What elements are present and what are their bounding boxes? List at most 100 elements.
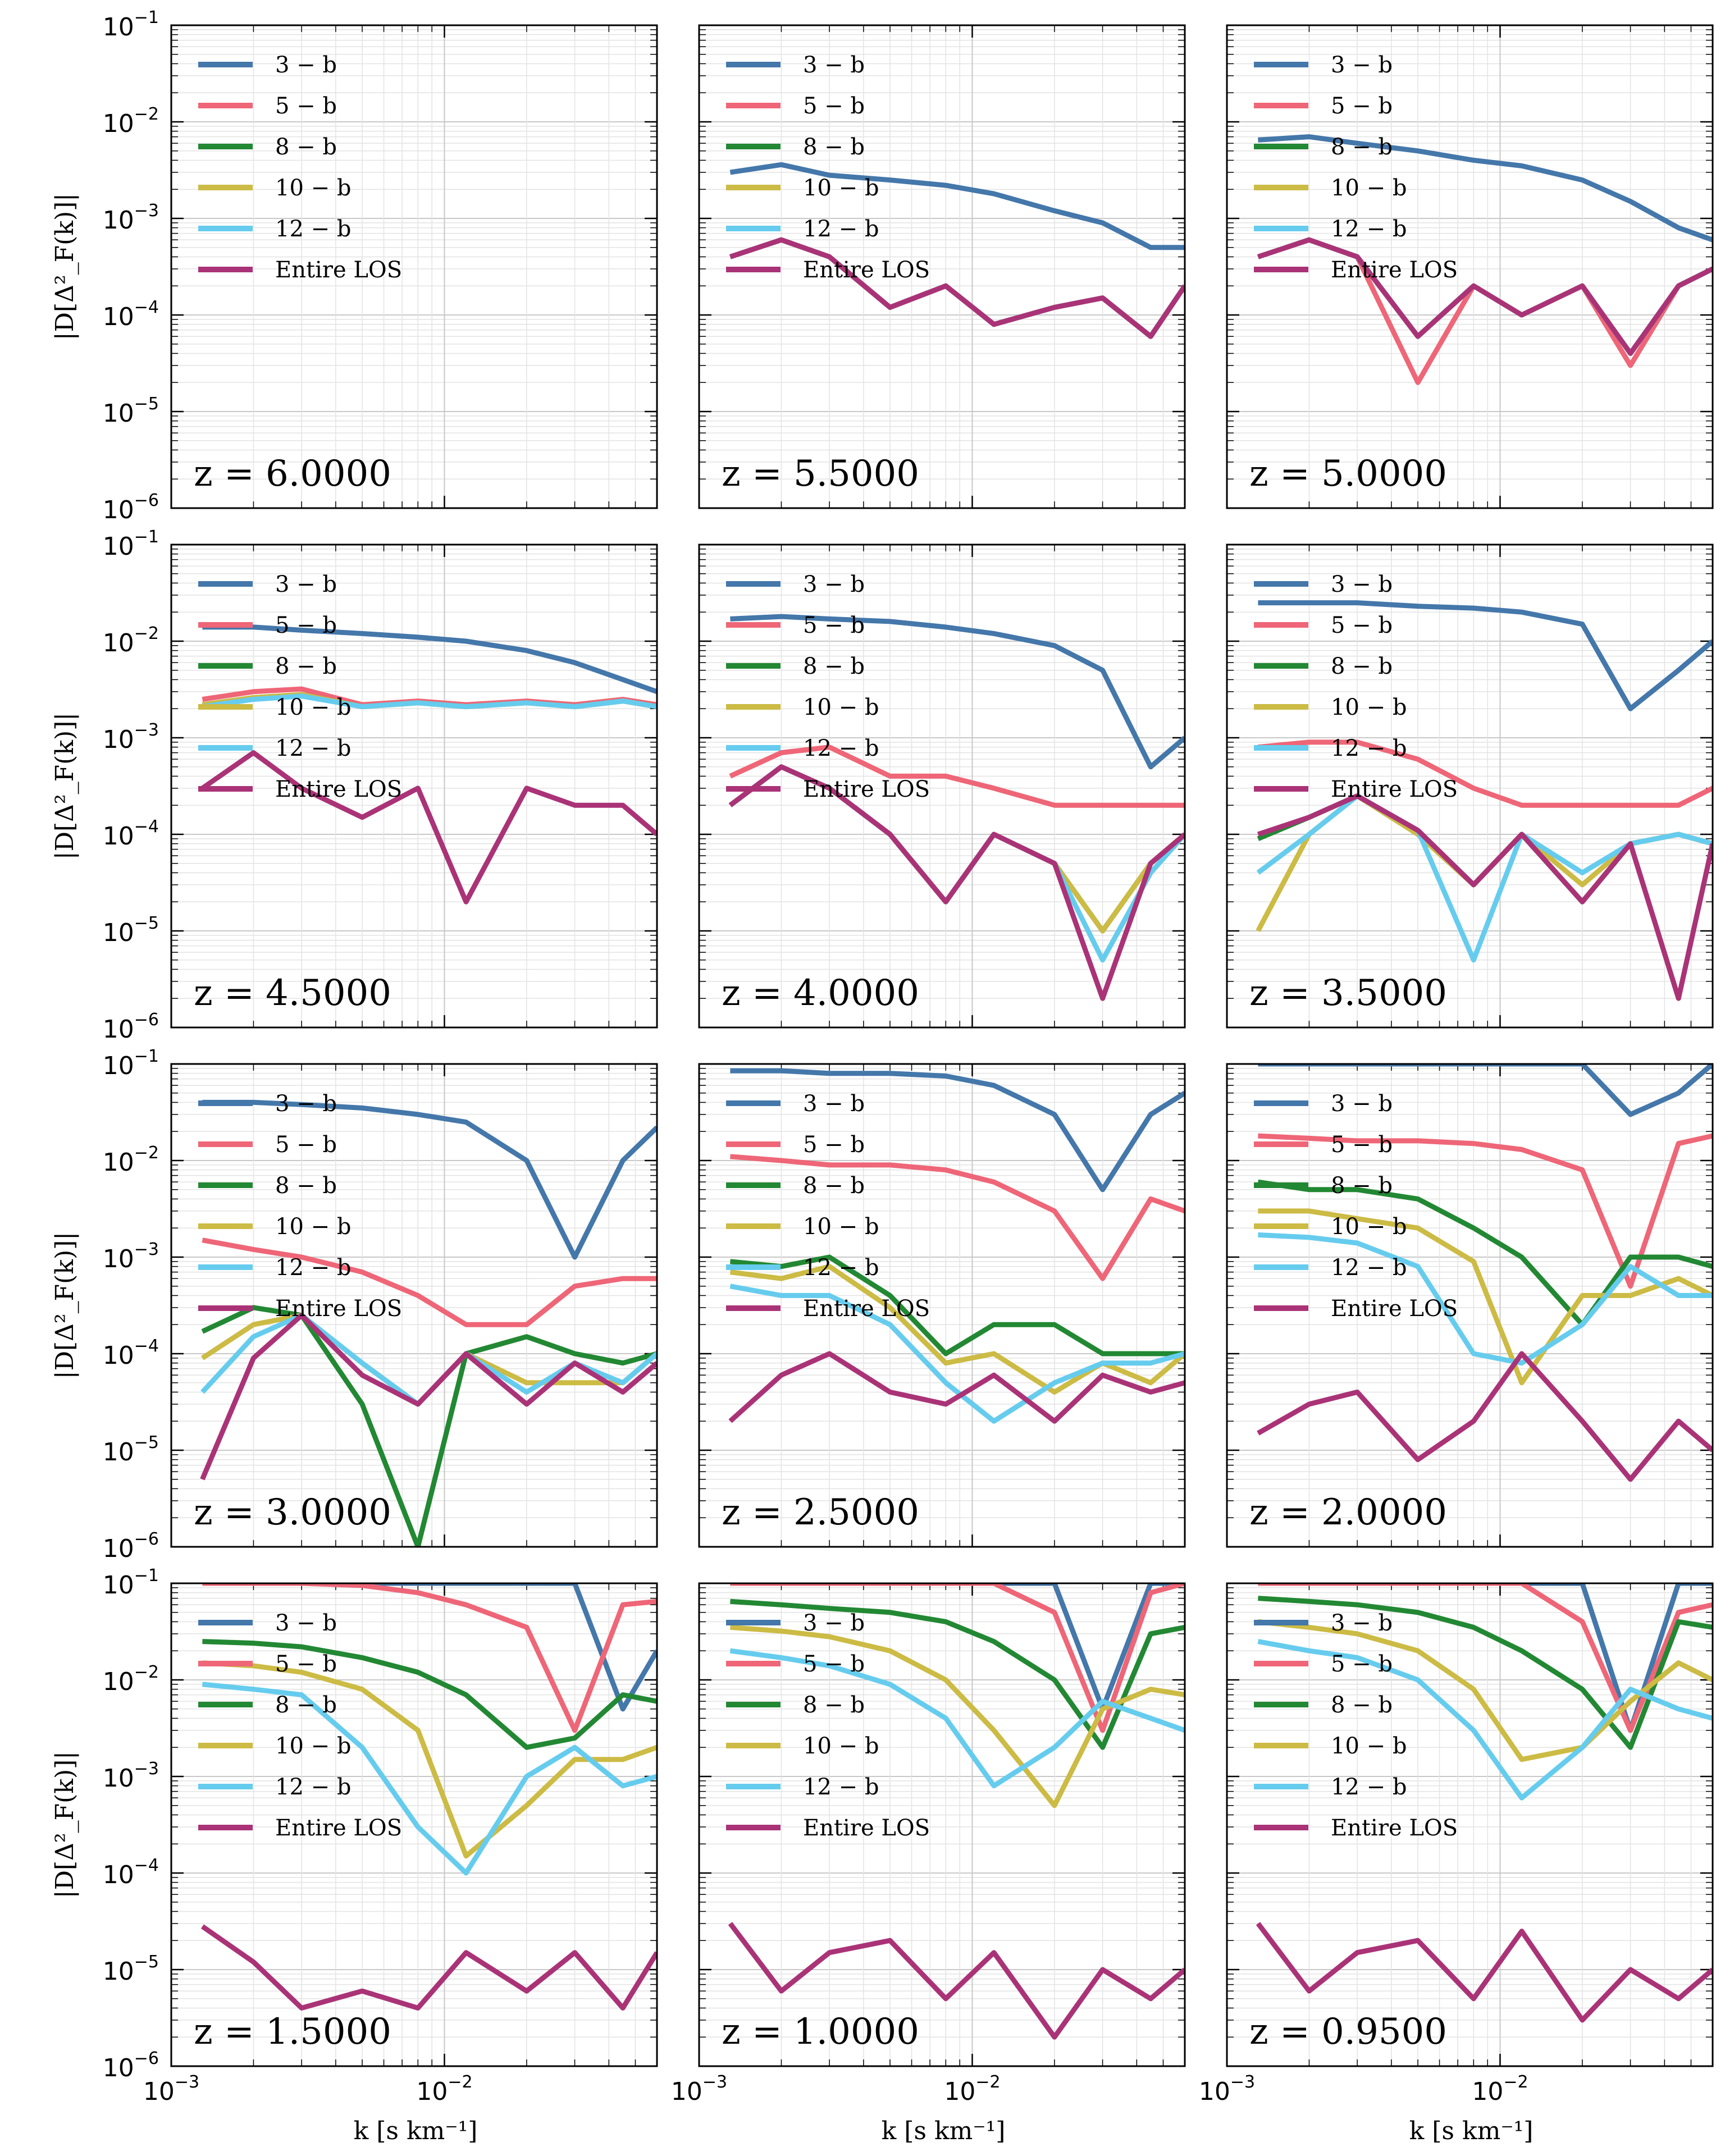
z-label: z = 6.0000 <box>194 453 391 495</box>
panel-z3.5: 3 − b 5 − b 8 − b 10 − b 12 − b Entire LOS z =… <box>1226 543 1714 1029</box>
legend-label: 8 − b <box>275 1692 337 1718</box>
plot-frame <box>1226 24 1714 509</box>
series-line <box>729 162 1185 250</box>
y-tick-label: 10−2 <box>103 1662 159 1696</box>
legend-label: Entire LOS <box>275 776 402 802</box>
legend-label: 12 − b <box>803 1255 879 1281</box>
y-tick-exponent: −3 <box>134 1240 159 1259</box>
plot-frame <box>1226 1582 1714 2067</box>
plot-frame <box>1226 543 1714 1029</box>
panel-z1.5: 3 − b 5 − b 8 − b 10 − b 12 − b Entire LOS z =… <box>51 1566 658 2106</box>
y-tick-label: 10−4 <box>103 298 159 331</box>
y-tick-exponent: −5 <box>134 1952 159 1972</box>
series-line <box>730 1598 1185 1750</box>
y-tick-exponent: −6 <box>134 491 159 510</box>
legend-label: 5 − b <box>275 1651 337 1677</box>
legend-label: 10 − b <box>1331 175 1407 201</box>
y-axis-label: |D[Δ²_F(k)]| <box>51 1232 79 1379</box>
y-tick-label: 10−6 <box>103 1010 159 1044</box>
legend-label: 8 − b <box>1331 1692 1393 1718</box>
series-line <box>729 744 1185 808</box>
legend-label: 12 − b <box>1331 1255 1407 1281</box>
y-tick-label: 10−2 <box>103 1143 159 1177</box>
series-line <box>202 1583 657 1712</box>
series-lines <box>728 1068 1185 1424</box>
series-line <box>200 1924 657 2011</box>
x-tick-label: 10−3 <box>671 2072 727 2106</box>
legend-label: 12 − b <box>1331 736 1407 761</box>
x-tick-label: 10−2 <box>416 2072 472 2106</box>
y-tick-label: 10−5 <box>103 394 159 428</box>
y-tick-label: 10−2 <box>103 624 159 657</box>
series-lines <box>200 624 657 905</box>
series-line <box>1258 1232 1713 1366</box>
series-lines <box>728 614 1185 1001</box>
series-line <box>729 1254 1185 1356</box>
legend-label: Entire LOS <box>803 776 930 802</box>
series-line <box>201 1305 657 1547</box>
legend: 3 − b 5 − b 8 − b 10 − b 12 − b Entire LOS <box>1254 572 1458 802</box>
y-tick-label: 10−1 <box>103 1566 159 1600</box>
series-line <box>729 237 1185 339</box>
series-line <box>1257 793 1713 1001</box>
y-tick-label: 10−2 <box>103 104 159 138</box>
legend: 3 − b 5 − b 8 − b 10 − b 12 − b Entire LOS <box>198 52 402 283</box>
grid <box>1226 545 1713 1029</box>
x-tick-label: 10−2 <box>944 2072 1000 2106</box>
y-tick-exponent: −4 <box>134 817 159 837</box>
series-line <box>728 1922 1185 2040</box>
series-line <box>728 764 1185 1001</box>
legend-label: 3 − b <box>803 572 865 597</box>
series-line <box>1257 237 1713 356</box>
series-line <box>202 1099 657 1260</box>
legend-label: 12 − b <box>275 216 351 242</box>
legend-label: Entire LOS <box>275 257 402 283</box>
y-tick-exponent: −6 <box>134 1010 159 1030</box>
series-line <box>202 1583 657 1733</box>
grid <box>698 25 1185 509</box>
series-line <box>729 1648 1185 1789</box>
z-label: z = 5.0000 <box>1249 453 1447 495</box>
y-tick-exponent: −1 <box>134 527 159 547</box>
legend-label: 3 − b <box>1331 1091 1393 1117</box>
y-axis-label: |D[Δ²_F(k)]| <box>51 712 79 860</box>
legend-label: Entire LOS <box>1331 257 1458 283</box>
z-label: z = 0.9500 <box>1249 2011 1447 2053</box>
legend-label: 3 − b <box>1331 572 1393 597</box>
x-tick-exponent: −3 <box>1230 2072 1255 2092</box>
panel-z4.5: 3 − b 5 − b 8 − b 10 − b 12 − b Entire LOS z =… <box>51 527 658 1044</box>
legend-label: Entire LOS <box>803 1815 930 1841</box>
x-tick-label: 10−3 <box>1199 2072 1255 2106</box>
panel-z4.0: 3 − b 5 − b 8 − b 10 − b 12 − b Entire LOS z =… <box>698 543 1186 1029</box>
grid <box>1226 25 1713 509</box>
legend-label: 8 − b <box>1331 654 1393 679</box>
series-line <box>730 1154 1185 1281</box>
y-tick-label: 10−5 <box>103 913 159 947</box>
series-lines <box>728 1583 1185 2040</box>
x-axis-label-col1: k [s km⁻¹] <box>354 2117 478 2145</box>
y-tick-exponent: −2 <box>134 1143 159 1163</box>
x-tick-exponent: −3 <box>175 2072 199 2092</box>
y-tick-label: 10−4 <box>103 1336 159 1370</box>
z-label: z = 1.0000 <box>722 2011 919 2053</box>
panels: 3 − b 5 − b 8 − b 10 − b 12 − b Entire LOS z =… <box>51 8 1714 2106</box>
legend-label: Entire LOS <box>803 257 930 283</box>
legend-label: 10 − b <box>275 175 351 201</box>
legend-label: 10 − b <box>1331 1214 1407 1240</box>
legend-label: 3 − b <box>1331 1610 1393 1636</box>
plot-frame <box>170 1063 658 1548</box>
series-lines <box>1256 1583 1713 2023</box>
y-tick-label: 10−4 <box>103 1856 159 1889</box>
x-tick-exponent: −2 <box>1503 2072 1528 2092</box>
y-tick-label: 10−3 <box>103 201 159 235</box>
legend-label: 5 − b <box>275 93 337 119</box>
y-tick-exponent: −6 <box>134 2049 159 2068</box>
series-line <box>202 1639 657 1750</box>
series-line <box>202 693 657 710</box>
plot-frame <box>1226 1063 1714 1548</box>
panel-z2.5: 3 − b 5 − b 8 − b 10 − b 12 − b Entire LOS z =… <box>698 1063 1186 1548</box>
series-line <box>729 1283 1185 1424</box>
x-tick-label: 10−3 <box>143 2072 199 2106</box>
z-label: z = 2.0000 <box>1249 1492 1447 1533</box>
y-tick-label: 10−3 <box>103 720 159 754</box>
